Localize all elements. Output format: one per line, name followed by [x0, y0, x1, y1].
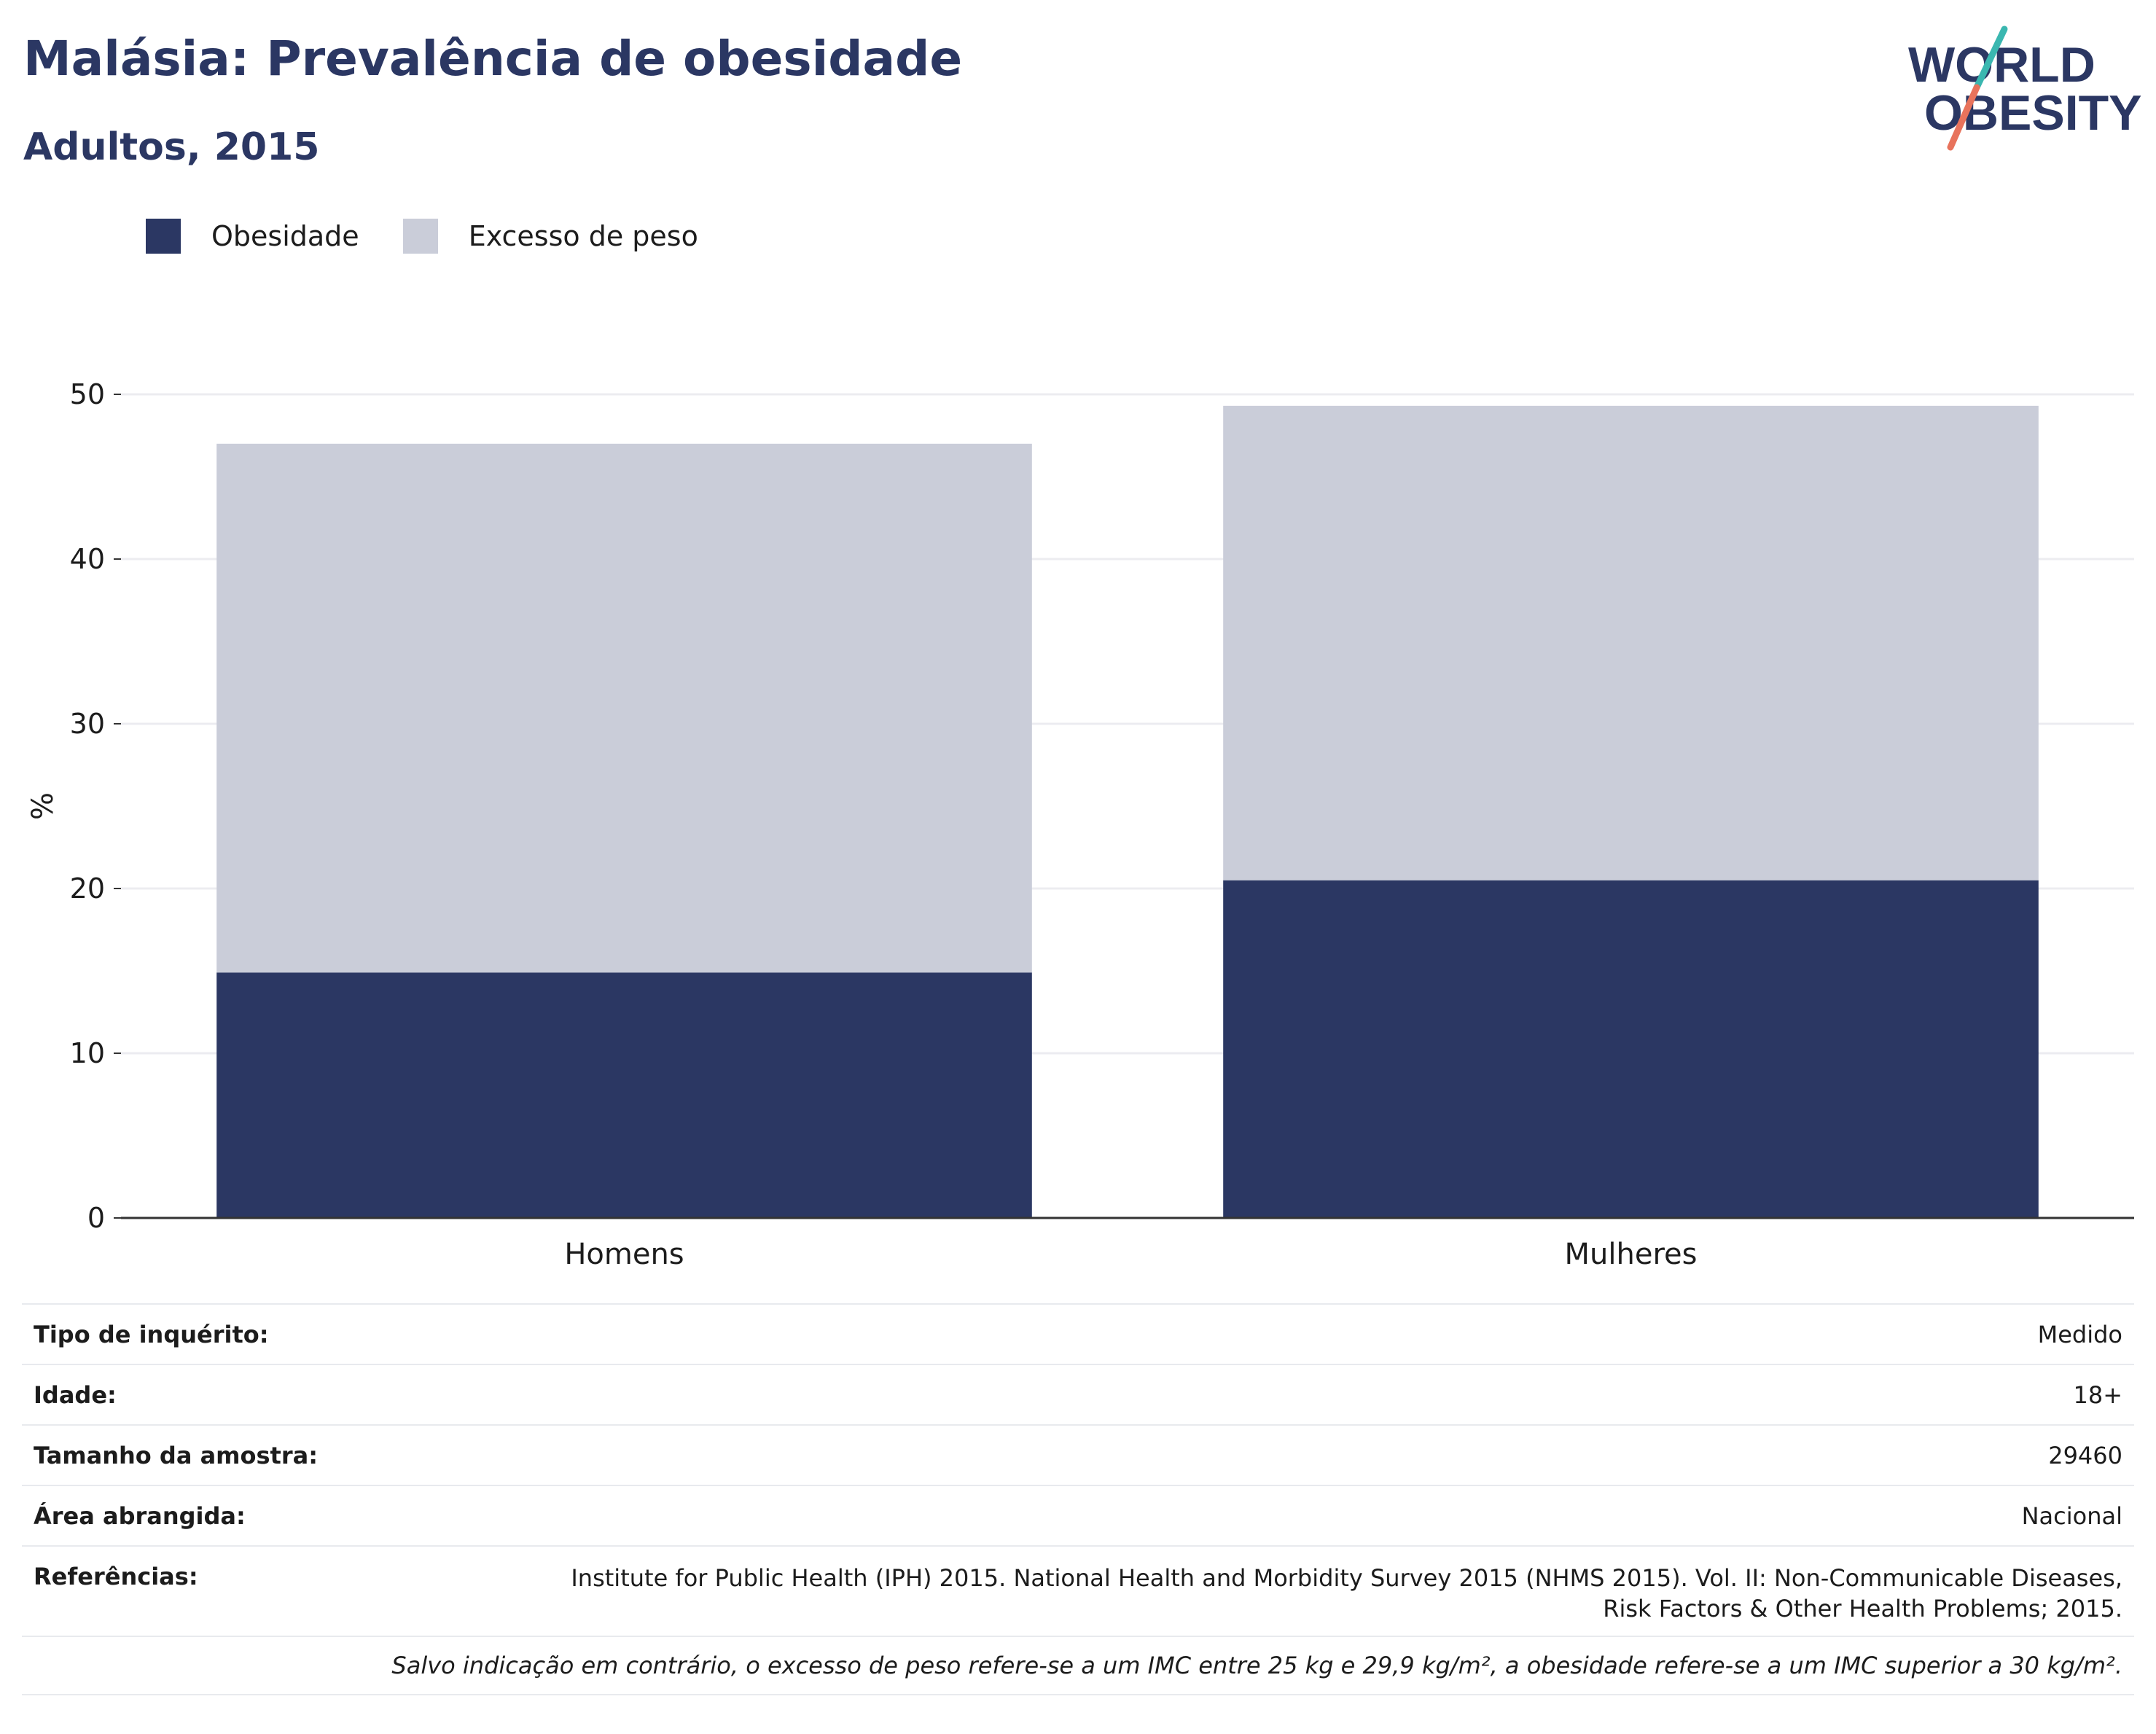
chart-legend: Obesidade Excesso de peso	[146, 216, 727, 257]
survey-info-table: Tipo de inquérito: Medido Idade: 18+ Tam…	[22, 1303, 2134, 1695]
stacked-bar-chart: 0 10 20 30 40 50% Homens Mulheres	[26, 378, 2134, 1271]
info-value: 29460	[2048, 1441, 2122, 1469]
y-tick-label: 20	[70, 872, 105, 905]
legend-label-obesity: Obesidade	[211, 220, 359, 252]
references-text: Institute for Public Health (IPH) 2015. …	[571, 1563, 2122, 1624]
y-tick-label: 40	[70, 543, 105, 575]
y-tick-label: 50	[70, 378, 105, 410]
page-title: Malásia: Prevalência de obesidade	[23, 31, 963, 87]
y-tick-label: 30	[70, 708, 105, 740]
legend-label-overweight: Excesso de peso	[468, 220, 698, 252]
info-value: Nacional	[2021, 1501, 2122, 1530]
info-label: Área abrangida:	[34, 1501, 246, 1530]
legend-swatch-obesity	[146, 219, 181, 254]
y-tick-label: 10	[70, 1037, 105, 1069]
info-value: 18+	[2073, 1380, 2122, 1409]
bar-overweight-0	[216, 443, 1032, 973]
legend-swatch-overweight	[402, 219, 438, 254]
info-label: Idade:	[34, 1380, 117, 1409]
info-row-sample-size: Tamanho da amostra: 29460	[22, 1424, 2134, 1485]
world-obesity-logo: WORLD OBESITY	[1908, 26, 2142, 151]
info-label: Referências:	[34, 1563, 198, 1590]
references-line-2: Risk Factors & Other Health Problems; 20…	[1603, 1595, 2122, 1622]
legend-item-overweight[interactable]: Excesso de peso	[388, 219, 698, 254]
info-label: Tipo de inquérito:	[34, 1320, 269, 1348]
bar-obesity-1	[1223, 880, 2039, 1218]
footnote: Salvo indicação em contrário, o excesso …	[22, 1636, 2134, 1695]
logo-slash-top	[1973, 26, 2008, 91]
references-line-1: Institute for Public Health (IPH) 2015. …	[571, 1564, 2122, 1592]
info-row-area: Área abrangida: Nacional	[22, 1485, 2134, 1545]
y-tick-label: 0	[87, 1202, 105, 1234]
bar-obesity-0	[216, 972, 1032, 1218]
info-row-references: Referências: Institute for Public Health…	[22, 1545, 2134, 1636]
info-row-age: Idade: 18+	[22, 1364, 2134, 1424]
page-subtitle: Adultos, 2015	[23, 125, 320, 169]
info-label: Tamanho da amostra:	[34, 1441, 318, 1469]
bar-overweight-1	[1223, 405, 2039, 880]
info-row-survey-type: Tipo de inquérito: Medido	[22, 1303, 2134, 1364]
x-tick-label: Homens	[564, 1238, 684, 1271]
x-tick-label: Mulheres	[1565, 1238, 1698, 1271]
info-value: Medido	[2037, 1320, 2122, 1348]
footnote-text: Salvo indicação em contrário, o excesso …	[391, 1652, 2122, 1679]
y-axis-label: %	[26, 792, 60, 820]
logo-slash-bottom	[1947, 84, 1980, 151]
legend-item-obesity[interactable]: Obesidade	[146, 219, 359, 254]
logo-text-world: WORLD	[1908, 37, 2096, 93]
